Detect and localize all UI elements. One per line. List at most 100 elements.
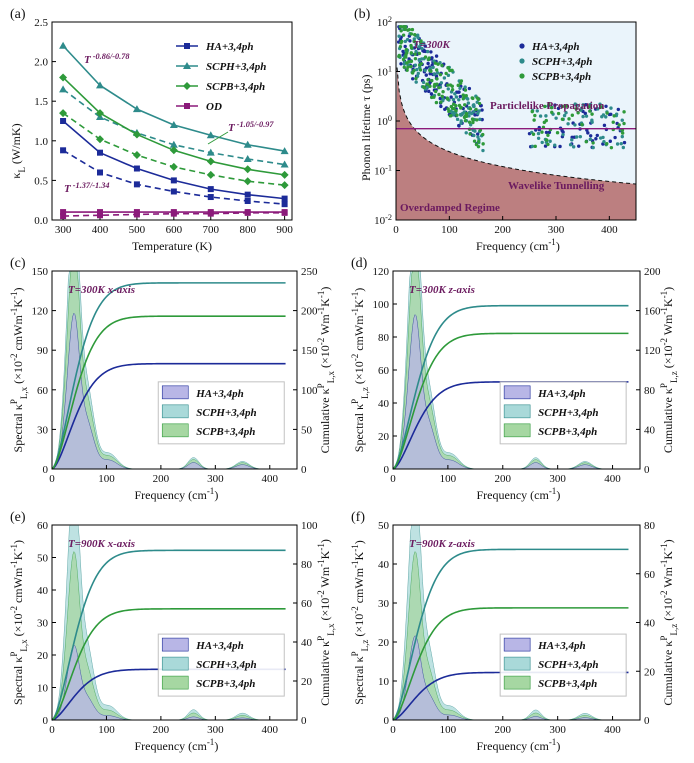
data-point	[169, 162, 178, 171]
scatter-point	[407, 57, 411, 61]
scatter-point	[471, 120, 475, 125]
scatter-point	[475, 118, 479, 122]
data-point	[243, 177, 252, 186]
y-left-tick-label: 120	[373, 266, 390, 278]
scatter-point	[549, 105, 554, 110]
scatter-point	[451, 102, 456, 106]
scatter-point	[588, 134, 593, 138]
scatter-point	[602, 139, 606, 144]
data-point	[60, 147, 67, 154]
legend-entry: SCPB+3,4ph	[538, 678, 597, 690]
legend-swatch	[503, 423, 531, 438]
y-left-tick-label: 60	[378, 365, 390, 377]
panel-c: 0 100 200 300 400 0 30 60 90 120 150 0 50 100 150 200 25…	[9, 256, 336, 502]
scatter-point	[463, 114, 468, 118]
y-left-tick-label: 0	[43, 464, 49, 476]
x-tick-label: 200	[153, 473, 170, 485]
x-tick-label: 200	[495, 724, 512, 736]
scatter-point	[619, 141, 623, 146]
scatter-point	[439, 81, 444, 85]
scatter-point	[449, 95, 453, 99]
scatter-point	[423, 68, 427, 73]
scatter-point	[476, 132, 480, 136]
scatter-point	[455, 113, 459, 117]
data-point	[59, 73, 68, 82]
scatter-point	[475, 96, 479, 100]
y-right-tick-label: 50	[301, 424, 313, 436]
y-left-axis-label: Spectral κPL,z (×10-2 cmWm-1K-1)	[350, 540, 370, 704]
legend-marker	[183, 62, 191, 69]
scatter-point	[468, 123, 473, 127]
scatter-point	[548, 139, 552, 143]
data-point	[60, 213, 67, 220]
scatter-point	[414, 80, 418, 84]
scatter-point	[457, 90, 461, 94]
y-left-tick-label: 80	[378, 332, 390, 344]
y-right-tick-label: 40	[644, 424, 656, 436]
legend: HA+3,4ph SCPH+3,4ph SCPB+3,4ph OD	[176, 41, 266, 113]
y-tick-label: 0.5	[34, 175, 48, 187]
scatter-point	[553, 103, 557, 107]
y-right-tick-label: 0	[644, 464, 650, 476]
scatter-point	[604, 104, 608, 108]
panel-label: (c)	[10, 256, 26, 271]
scatter-point	[423, 44, 427, 48]
data-point	[97, 149, 103, 156]
y-left-tick-label: 0	[43, 715, 49, 727]
scatter-point	[616, 107, 621, 112]
legend-entry: SCPH+3,4ph	[532, 56, 592, 68]
y-left-tick-label: 40	[378, 559, 390, 571]
y-tick-label: 1.5	[34, 96, 48, 108]
scatter-point	[621, 145, 626, 150]
panel-e: 0 100 200 300 400 0 10 20 30 40 50 60 0 20 40 60 80 100 Fr…	[9, 510, 336, 753]
scatter-point	[425, 49, 430, 54]
scatter-point	[564, 104, 568, 108]
legend-swatch	[161, 423, 189, 438]
legend-entry: HA+3,4ph	[531, 41, 580, 53]
series-line-dashed	[62, 149, 285, 205]
x-axis-label: Frequency (cm-1)	[477, 737, 561, 753]
scatter-point	[399, 29, 403, 33]
scatter-point	[543, 104, 547, 109]
scatter-point	[429, 92, 434, 96]
x-tick-label: 400	[262, 724, 279, 736]
y-left-tick-label: 40	[37, 585, 49, 597]
scatter-point	[573, 123, 577, 127]
scatter-point	[446, 87, 450, 91]
scatter-point	[434, 74, 439, 78]
scatter-point	[620, 131, 625, 135]
legend: HA+3,4ph SCPH+3,4ph SCPB+3,4ph	[519, 41, 592, 83]
scatter-point	[608, 139, 612, 143]
x-tick-label: 100	[440, 724, 457, 736]
scatter-point	[435, 77, 439, 81]
x-tick-label: 0	[49, 724, 55, 736]
scatter-points	[396, 25, 627, 153]
legend: HA+3,4ph SCPH+3,4ph SCPB+3,4ph	[157, 633, 285, 697]
y-left-tick-label: 90	[37, 345, 49, 357]
scatter-point	[480, 108, 484, 112]
scatter-point	[560, 117, 565, 121]
legend-marker	[183, 82, 191, 90]
scatter-point	[438, 72, 443, 77]
x-tick-label: 400	[601, 224, 618, 236]
y-tick-label: 101	[377, 64, 392, 79]
data-point	[97, 169, 103, 176]
data-point	[207, 186, 214, 193]
scatter-point	[461, 93, 465, 97]
scatter-point	[546, 142, 550, 147]
scatter-point	[591, 141, 595, 145]
scatter-point	[463, 88, 468, 92]
scatter-point	[622, 110, 626, 114]
scatter-point	[409, 64, 413, 69]
y-right-tick-label: 0	[301, 464, 307, 476]
x-tick-label: 0	[49, 473, 55, 485]
scatter-point	[535, 109, 539, 113]
data-point	[169, 146, 178, 155]
x-tick-label: 300	[549, 724, 566, 736]
x-axis-label: Frequency (cm-1)	[135, 486, 219, 502]
scatter-point	[574, 103, 579, 107]
x-tick-label: 300	[207, 724, 224, 736]
legend-swatch	[161, 656, 189, 671]
y-left-tick-label: 150	[32, 266, 49, 278]
data-point	[244, 197, 251, 204]
